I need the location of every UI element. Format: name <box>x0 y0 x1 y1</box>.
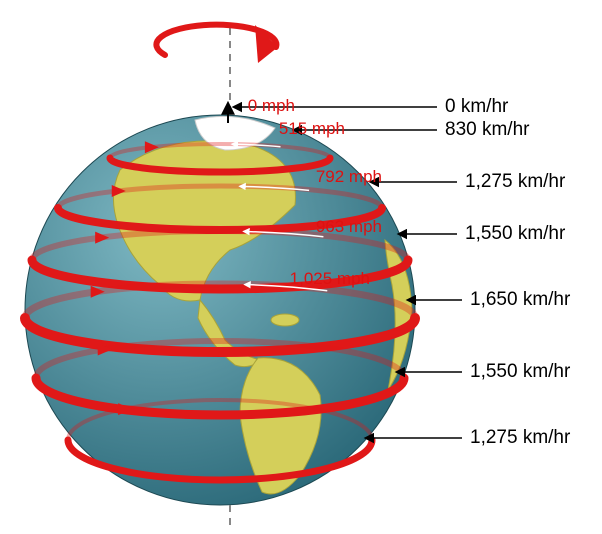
earth-rotation-diagram <box>0 0 602 534</box>
speed-kmh-label: 1,650 km/hr <box>470 289 570 311</box>
speed-kmh-label: 1,550 km/hr <box>465 223 565 245</box>
speed-mph-label: 0 mph <box>248 96 295 116</box>
speed-kmh-label: 1,550 km/hr <box>470 361 570 383</box>
speed-mph-label: 792 mph <box>316 167 382 187</box>
speed-kmh-label: 830 km/hr <box>445 119 529 141</box>
speed-kmh-label: 1,275 km/hr <box>465 171 565 193</box>
speed-mph-label: 515 mph <box>279 119 345 139</box>
speed-kmh-label: 1,275 km/hr <box>470 427 570 449</box>
speed-mph-label: 963 mph <box>316 217 382 237</box>
speed-kmh-label: 0 km/hr <box>445 96 508 118</box>
speed-mph-label: 1,025 mph <box>290 269 370 289</box>
